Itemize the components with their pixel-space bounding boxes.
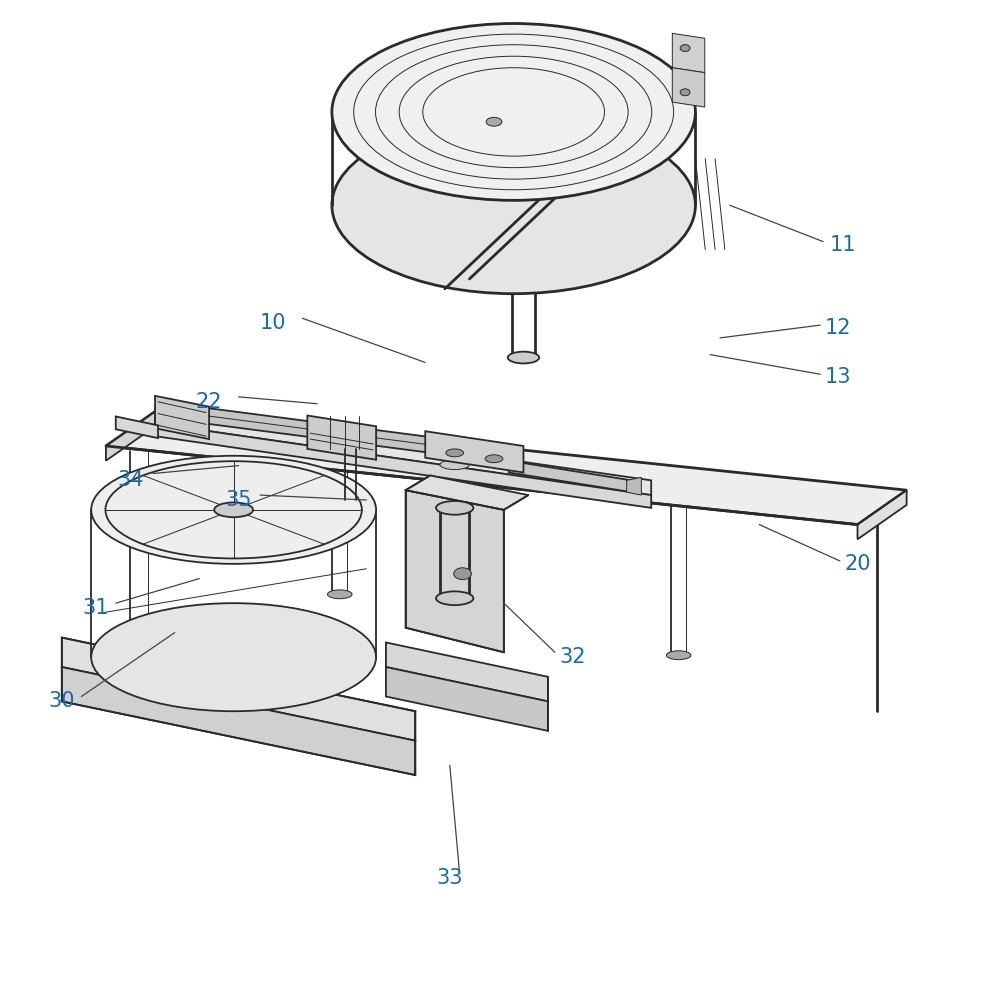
Polygon shape xyxy=(106,412,907,525)
Text: 22: 22 xyxy=(196,392,222,412)
Text: 12: 12 xyxy=(825,318,851,338)
Ellipse shape xyxy=(214,502,253,517)
Text: 30: 30 xyxy=(48,691,75,711)
Ellipse shape xyxy=(91,456,376,564)
Text: 33: 33 xyxy=(437,868,463,888)
Polygon shape xyxy=(155,409,651,495)
Text: 13: 13 xyxy=(825,367,851,387)
Ellipse shape xyxy=(446,449,463,457)
Polygon shape xyxy=(386,642,548,701)
Polygon shape xyxy=(116,416,158,438)
Polygon shape xyxy=(425,431,524,472)
Text: 11: 11 xyxy=(830,235,856,255)
Ellipse shape xyxy=(680,45,690,52)
Ellipse shape xyxy=(667,651,691,660)
Text: 32: 32 xyxy=(559,647,586,667)
Ellipse shape xyxy=(453,568,471,580)
Polygon shape xyxy=(307,416,376,460)
Polygon shape xyxy=(672,68,704,107)
Polygon shape xyxy=(61,638,415,741)
Polygon shape xyxy=(509,461,631,492)
Polygon shape xyxy=(672,33,704,73)
Ellipse shape xyxy=(680,89,690,96)
Text: 35: 35 xyxy=(225,490,252,510)
Text: 10: 10 xyxy=(260,313,287,333)
Polygon shape xyxy=(61,667,415,775)
Text: 20: 20 xyxy=(845,554,870,574)
Ellipse shape xyxy=(440,460,469,470)
Ellipse shape xyxy=(508,352,539,363)
Ellipse shape xyxy=(486,117,502,126)
Ellipse shape xyxy=(332,24,696,200)
Ellipse shape xyxy=(436,591,473,605)
Ellipse shape xyxy=(332,117,696,294)
Polygon shape xyxy=(626,477,641,495)
Polygon shape xyxy=(406,475,529,510)
Text: 31: 31 xyxy=(83,598,110,618)
Ellipse shape xyxy=(327,590,352,599)
Ellipse shape xyxy=(485,455,503,463)
Ellipse shape xyxy=(436,501,473,515)
Polygon shape xyxy=(406,490,504,652)
Polygon shape xyxy=(386,667,548,731)
Polygon shape xyxy=(106,412,155,461)
Polygon shape xyxy=(858,490,907,539)
Ellipse shape xyxy=(91,603,376,711)
Ellipse shape xyxy=(125,621,153,631)
Polygon shape xyxy=(190,406,514,464)
Polygon shape xyxy=(155,396,209,439)
Text: 34: 34 xyxy=(118,470,143,490)
Polygon shape xyxy=(155,423,651,508)
